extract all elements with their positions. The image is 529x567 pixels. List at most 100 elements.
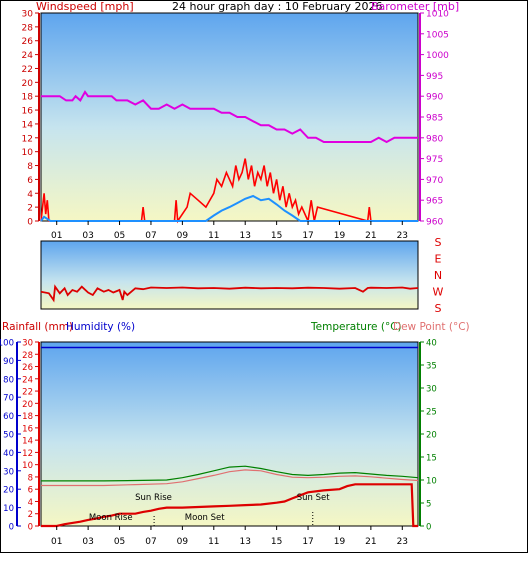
windspeed-tick-label: 10 [22,148,34,158]
panel3-x-tick-label: 03 [82,537,93,547]
wind-direction-series [40,284,419,303]
temperature-tick-label: 10 [426,477,437,487]
sun-set-label: Sun Set [297,493,330,503]
wind-barometer-series [40,90,418,224]
rainfall-tick-label: 8 [28,473,33,483]
panel1-x-tick-label: 01 [51,231,62,241]
barometer-axis: 960 965 970 975 980 985 990 995 1000 1005 1010 [419,10,449,228]
rainfall-tick-label: 12 [22,449,33,459]
panel3-x-tick-label: 17 [302,537,313,547]
panel3-x-tick-label: 23 [397,537,408,547]
windspeed-tick-label: 24 [22,51,34,61]
barometer-tick-label: 960 [426,218,443,228]
rainfall-tick-label: 20 [22,400,33,410]
direction-label: W [433,286,444,299]
panel1-x-tick-label: 09 [177,231,189,241]
windspeed-tick-label: 14 [22,120,34,130]
temperature-tick-label: 40 [426,339,437,349]
windspeed-tick-label: 20 [22,79,34,89]
moon-rise-label: Moon Rise [89,513,133,523]
barometer-line [41,90,418,144]
windspeed-tick-label: 12 [22,134,33,144]
humidity-tick-label: 40 [3,449,14,459]
rainfall-tick-label: 28 [22,351,33,361]
humidity-tick-label: 80 [3,375,14,385]
wind-gust-line [40,158,418,224]
moon-set-label: Moon Set [185,513,225,523]
panel3-x-axis: 01 03 05 07 09 11 13 15 17 19 21 23 [51,526,408,547]
dewpoint-axis-title: Dew Point (°C) [393,321,470,333]
barometer-axis-title: Barometer [mb] [371,0,459,13]
barometer-tick-label: 975 [426,155,443,165]
wind-direction-line [40,284,419,303]
rainfall-line [41,483,418,528]
panel1-x-tick-label: 23 [397,231,408,241]
direction-label: S [435,236,442,249]
humidity-tick-label: 70 [3,394,14,404]
panel1-x-tick-label: 07 [145,231,156,241]
windspeed-tick-label: 22 [22,65,33,75]
rainfall-tick-label: 16 [22,424,33,434]
panel1-x-tick-label: 21 [365,231,376,241]
sun-rise-label: Sun Rise [135,493,172,503]
direction-label: S [435,302,442,315]
barometer-tick-label: 1010 [426,10,449,20]
rainfall-axis-title: Rainfall (mm) [2,321,73,333]
barometer-tick-label: 985 [426,114,443,124]
rainfall-tick-label: 2 [28,510,33,520]
panel3-x-tick-label: 01 [51,537,62,547]
panel1-x-tick-label: 05 [114,231,125,241]
wind-direction-plot-area [40,240,419,310]
humidity-tick-label: 0 [9,523,14,533]
humidity-axis-title: Humidity (%) [66,321,135,333]
panel3-x-tick-label: 19 [334,537,346,547]
temp-humidity-series [41,346,419,528]
rainfall-tick-label: 10 [22,461,33,471]
rainfall-tick-label: 6 [28,486,33,496]
temperature-tick-label: 35 [426,362,437,372]
panel3-x-tick-label: 07 [145,537,156,547]
rainfall-tick-label: 22 [22,388,33,398]
windspeed-tick-label: 4 [27,190,33,200]
panel1-x-tick-label: 13 [239,231,250,241]
rainfall-tick-label: 30 [22,339,33,349]
panel1-x-axis: 01 03 05 07 09 11 13 15 17 19 21 23 [51,221,408,241]
barometer-tick-label: 1005 [426,30,449,40]
windspeed-axis-title: Windspeed [mph] [36,0,134,13]
barometer-tick-label: 970 [426,176,443,186]
direction-label: N [434,269,442,282]
humidity-tick-label: 50 [3,431,14,441]
barometer-tick-label: 1000 [426,51,449,61]
windspeed-tick-label: 26 [22,37,34,47]
panel3-x-tick-label: 13 [239,537,250,547]
temperature-tick-label: 25 [426,408,437,418]
humidity-tick-label: 30 [3,467,14,477]
windspeed-tick-label: 8 [27,162,33,172]
panel3-x-tick-label: 09 [177,537,189,547]
temperature-tick-label: 20 [426,431,437,441]
humidity-tick-label: 20 [3,486,14,496]
temperature-tick-label: 5 [426,500,431,510]
barometer-tick-label: 980 [426,134,443,144]
panel1-x-tick-label: 11 [208,231,219,241]
direction-label: E [435,253,442,266]
chart-title: 24 hour graph day : 10 February 2026 [172,0,383,13]
panel1-x-tick-label: 03 [82,231,93,241]
rainfall-tick-label: 4 [28,498,33,508]
temperature-line [41,465,419,482]
panel3-x-tick-label: 21 [365,537,376,547]
temperature-tick-label: 0 [426,523,431,533]
temperature-axis-title: Temperature (°C) [310,321,402,333]
rainfall-tick-label: 24 [22,375,33,385]
windspeed-tick-label: 0 [27,218,33,228]
panel3-x-tick-label: 15 [271,537,282,547]
barometer-tick-label: 995 [426,72,443,82]
temperature-tick-label: 30 [426,385,437,395]
rainfall-tick-label: 26 [22,363,33,373]
humidity-tick-label: 90 [3,357,14,367]
